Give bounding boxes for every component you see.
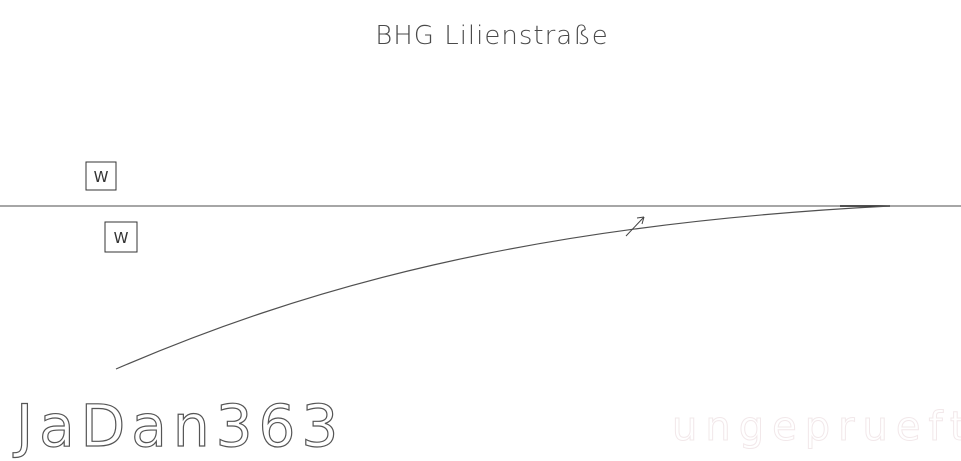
watermark-label: ungeprueft bbox=[672, 404, 961, 450]
branch-curve bbox=[115, 205, 891, 370]
marker-label: W bbox=[114, 229, 129, 247]
marker-label: W bbox=[94, 168, 109, 186]
direction-arrow-icon bbox=[625, 216, 645, 237]
station-title: BHG Lilienstraße bbox=[375, 21, 609, 51]
author-label: JaDan363 bbox=[13, 392, 344, 460]
signal-marker-w-lower: W bbox=[104, 221, 138, 253]
signal-marker-w-upper: W bbox=[85, 161, 117, 191]
